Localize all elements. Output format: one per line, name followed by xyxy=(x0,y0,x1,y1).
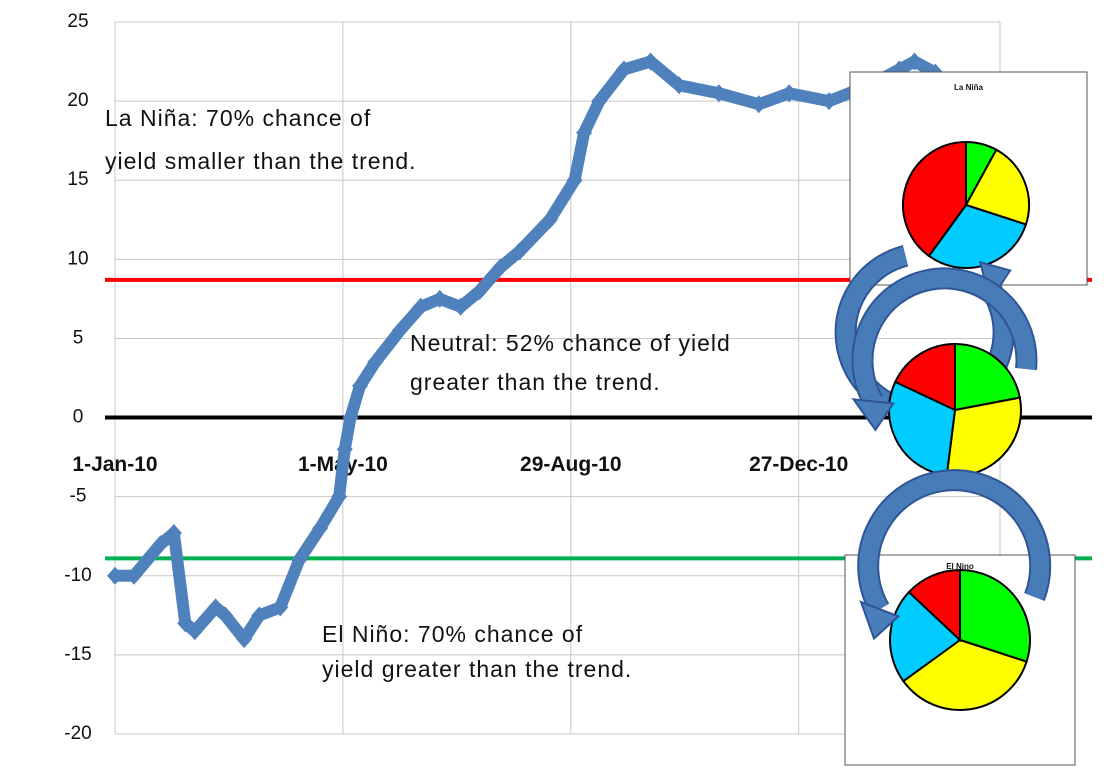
pie-slice xyxy=(964,148,1030,226)
marker xyxy=(906,52,923,71)
y-tick-label: -5 xyxy=(70,486,87,507)
pie-slice xyxy=(907,568,961,643)
marker xyxy=(107,566,123,585)
marker xyxy=(821,92,838,111)
pie-slice xyxy=(902,140,967,258)
y-tick-label: -20 xyxy=(64,723,91,744)
marker xyxy=(541,210,558,229)
marker xyxy=(471,281,488,300)
marker xyxy=(152,535,169,554)
annotation-line: yield greater than the trend. xyxy=(322,656,632,682)
marker xyxy=(331,487,348,506)
marker xyxy=(336,440,353,459)
pie-slice xyxy=(954,342,1022,412)
marker xyxy=(452,297,469,316)
marker xyxy=(431,289,448,308)
annotation: El Niño: 70% chance of yield greater than… xyxy=(322,621,632,682)
pie-title: El Nino xyxy=(946,562,974,571)
marker xyxy=(351,376,368,395)
marker xyxy=(391,321,408,340)
marker xyxy=(566,171,583,190)
line xyxy=(115,55,939,646)
marker xyxy=(186,622,203,641)
y-tick-label: -10 xyxy=(64,565,91,586)
cycle-arrow xyxy=(859,471,1050,614)
y-tick-label: 10 xyxy=(67,248,88,269)
marker xyxy=(177,614,194,633)
marker xyxy=(412,297,429,316)
pie-slice xyxy=(893,342,956,412)
marker xyxy=(165,524,182,543)
x-tick-label: 27-Dec-10 xyxy=(749,453,848,476)
annotation: La Niña: 70% chance of yield smaller than… xyxy=(105,105,417,174)
marker xyxy=(591,92,608,111)
annotation-line: El Niño: 70% chance of xyxy=(322,621,583,647)
marker xyxy=(291,550,308,569)
marker xyxy=(492,258,509,277)
pie-slice xyxy=(901,638,1028,711)
marker xyxy=(367,353,384,372)
marker xyxy=(251,606,268,625)
y-tick-label: 15 xyxy=(67,169,88,190)
marker xyxy=(312,519,329,538)
x-tick-label: 1-Jan-10 xyxy=(72,453,157,476)
pie-slice xyxy=(945,396,1022,477)
annotation-line: Neutral: 52% chance of yield xyxy=(410,330,731,356)
marker xyxy=(781,84,798,103)
annotation-line: yield smaller than the trend. xyxy=(105,148,417,174)
pie-slice xyxy=(959,568,1031,663)
annotation: Neutral: 52% chance of yield greater than… xyxy=(410,330,731,395)
y-tick-label: 25 xyxy=(67,11,88,32)
marker xyxy=(750,95,767,114)
annotation-line: La Niña: 70% chance of xyxy=(105,105,371,131)
x-tick-label: 29-Aug-10 xyxy=(520,453,622,476)
marker xyxy=(615,60,632,79)
y-tick-label: 20 xyxy=(67,90,88,111)
marker xyxy=(671,76,688,95)
cycle-arrow-head xyxy=(851,398,896,432)
pie-title: La Niña xyxy=(954,83,983,92)
marker xyxy=(217,606,234,625)
cycle-arrow-head xyxy=(859,600,901,641)
marker xyxy=(511,242,528,261)
y-tick-label: 0 xyxy=(73,407,84,428)
marker xyxy=(236,630,253,649)
marker xyxy=(125,566,142,585)
cycle-arrow xyxy=(853,269,1036,406)
marker xyxy=(710,84,727,103)
y-tick-label: 5 xyxy=(73,327,84,348)
marker xyxy=(342,408,359,427)
marker xyxy=(207,598,224,617)
annotation-line: greater than the trend. xyxy=(410,369,661,395)
marker xyxy=(642,52,659,71)
y-tick-label: -15 xyxy=(64,644,91,665)
marker xyxy=(272,598,289,617)
marker xyxy=(576,123,593,142)
pie-slice xyxy=(889,590,962,683)
